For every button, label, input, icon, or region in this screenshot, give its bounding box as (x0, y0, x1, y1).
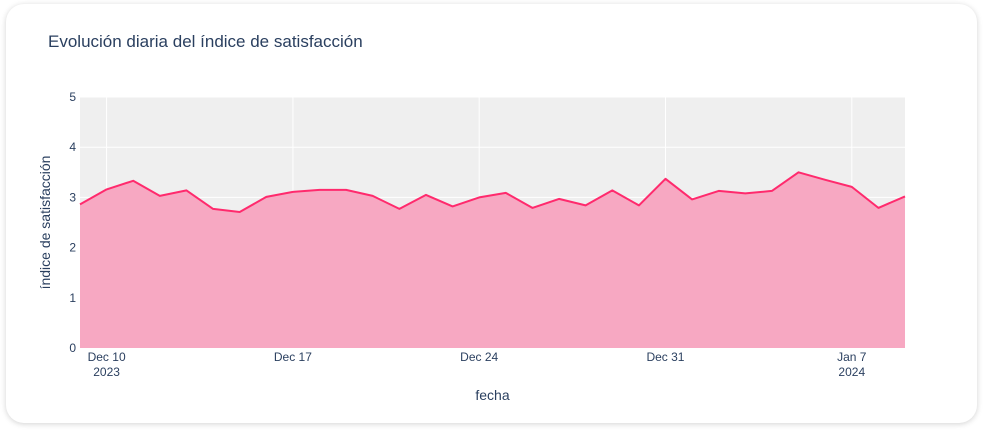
x-tick-label: Dec 17 (274, 350, 312, 364)
chart-title: Evolución diaria del índice de satisfacc… (48, 32, 363, 51)
x-tick-label: Dec 31 (646, 350, 684, 364)
x-tick-label: Dec 10 (88, 350, 126, 364)
x-tick-label: Dec 24 (460, 350, 498, 364)
y-tick-label: 1 (69, 291, 76, 305)
y-tick-label: 2 (69, 241, 76, 255)
area-fill (80, 172, 905, 348)
y-axis-ticks: 0 1 2 3 4 5 (69, 90, 76, 355)
y-tick-label: 3 (69, 190, 76, 204)
x-tick-year-label: 2024 (838, 365, 865, 379)
y-tick-label: 4 (69, 140, 76, 154)
x-tick-label: Jan 7 (837, 350, 867, 364)
x-tick-year-label: 2023 (93, 365, 120, 379)
y-tick-label: 0 (69, 341, 76, 355)
y-axis-title: índice de satisfacción (37, 156, 53, 290)
y-tick-label: 5 (69, 90, 76, 104)
x-axis-title: fecha (475, 387, 509, 403)
series-line (79, 171, 906, 213)
